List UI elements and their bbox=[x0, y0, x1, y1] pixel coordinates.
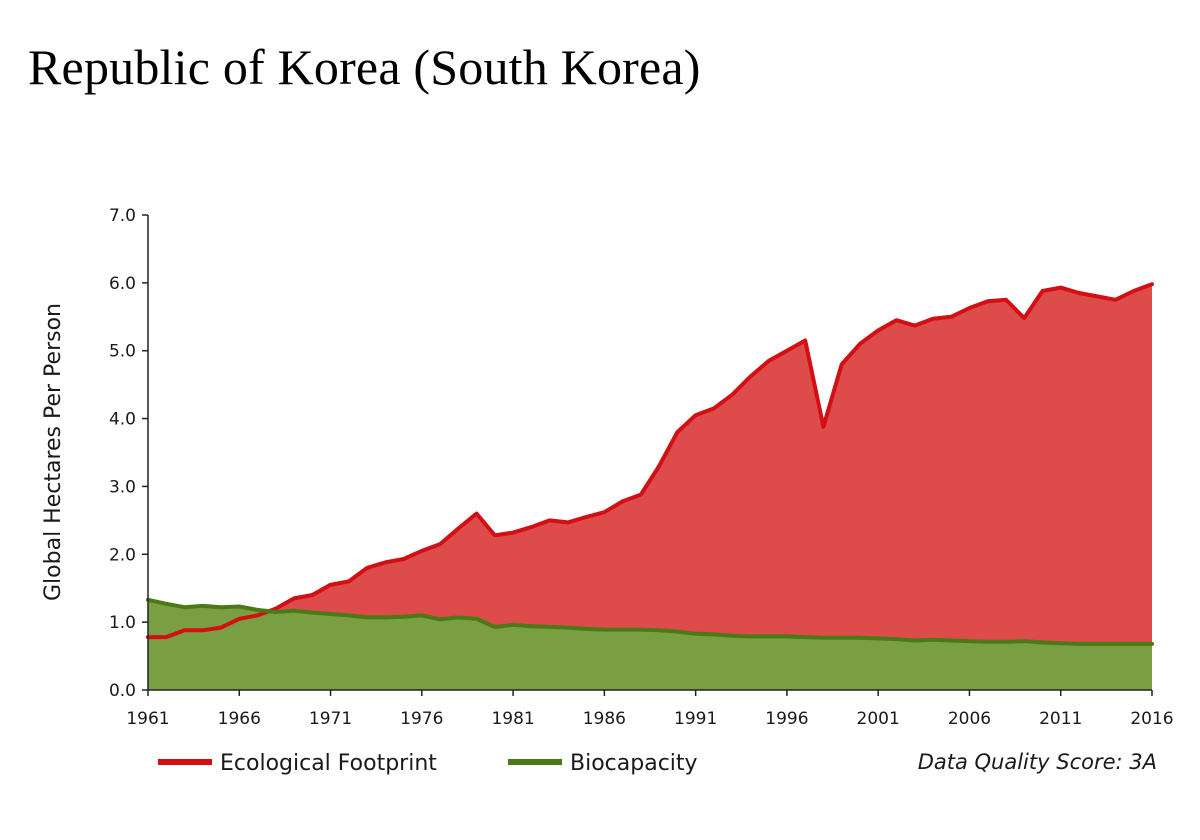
y-tick-label: 2.0 bbox=[109, 545, 136, 565]
x-tick-label: 2006 bbox=[948, 709, 991, 729]
data-quality-annotation: Data Quality Score: 3A bbox=[918, 750, 1157, 774]
legend-label-ecological-footprint: Ecological Footprint bbox=[220, 751, 437, 776]
x-tick-label: 2001 bbox=[857, 709, 900, 729]
legend-label-biocapacity: Biocapacity bbox=[570, 751, 698, 776]
x-tick-label: 2011 bbox=[1039, 709, 1082, 729]
x-tick-label: 1971 bbox=[309, 709, 352, 729]
x-tick-label: 1961 bbox=[126, 709, 169, 729]
y-tick-label: 7.0 bbox=[109, 206, 136, 226]
area-biocapacity bbox=[148, 599, 1152, 690]
y-tick-label: 6.0 bbox=[109, 274, 136, 294]
page-title: Republic of Korea (South Korea) bbox=[28, 39, 701, 95]
x-tick-label: 1981 bbox=[491, 709, 534, 729]
x-tick-label: 2016 bbox=[1130, 709, 1173, 729]
y-axis-label: Global Hectares Per Person bbox=[41, 303, 66, 601]
y-tick-label: 5.0 bbox=[109, 342, 136, 362]
x-tick-label: 1976 bbox=[400, 709, 443, 729]
y-tick-label: 3.0 bbox=[109, 477, 136, 497]
x-tick-label: 1986 bbox=[583, 709, 626, 729]
legend: Ecological Footprint Biocapacity bbox=[158, 751, 698, 776]
x-tick-label: 1966 bbox=[218, 709, 261, 729]
y-tick-label: 1.0 bbox=[109, 613, 136, 633]
x-tick-label: 1996 bbox=[765, 709, 808, 729]
line-biocapacity bbox=[146, 597, 1154, 646]
line-ecological-footprint bbox=[146, 282, 1154, 640]
y-tick-label: 0.0 bbox=[109, 681, 136, 701]
area-ecological-footprint bbox=[148, 284, 1152, 690]
y-tick-label: 4.0 bbox=[109, 410, 136, 430]
x-tick-label: 1991 bbox=[674, 709, 717, 729]
